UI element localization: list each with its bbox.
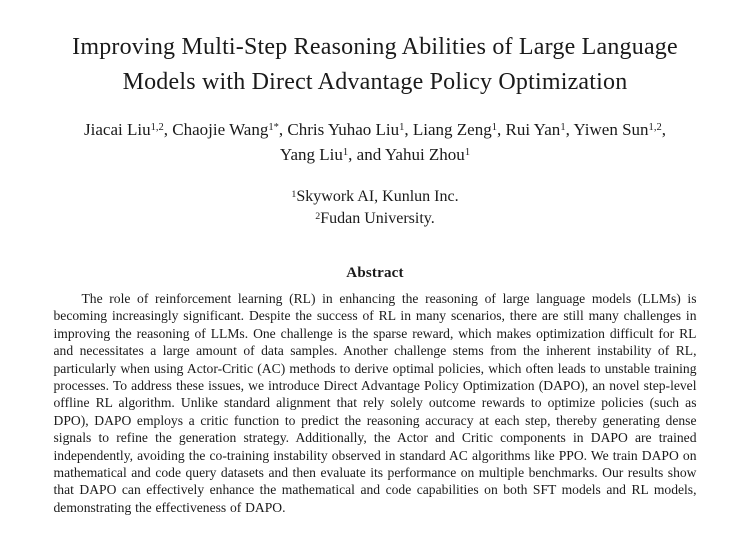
author-list: Jiacai Liu1,2, Chaojie Wang1*, Chris Yuh… [0, 117, 750, 167]
author-name: Yahui Zhou [384, 145, 465, 164]
author-superscript: 1 [399, 122, 405, 134]
affiliation-skywork: 1Skywork AI, Kunlun Inc. [0, 186, 750, 208]
affiliation-fudan: 2Fudan University. [0, 208, 750, 230]
author-superscript: 1 [560, 122, 566, 134]
paper-title-line-1: Improving Multi-Step Reasoning Abilities… [72, 34, 678, 60]
paper-title-line-2: Models with Direct Advantage Policy Opti… [122, 69, 628, 95]
author-name: Yiwen Sun [573, 120, 649, 139]
author-name: Chris Yuhao Liu [287, 120, 400, 139]
author-name: Jiacai Liu [84, 120, 151, 139]
author-superscript: 1* [268, 122, 279, 134]
affiliation-list: 1Skywork AI, Kunlun Inc. 2Fudan Universi… [0, 186, 750, 230]
author-name: Rui Yan [505, 120, 561, 139]
author-superscript: 1,2 [150, 122, 164, 134]
affiliation-text: Fudan University. [320, 210, 435, 227]
author-line: Yang Liu1, and Yahui Zhou1 [279, 145, 471, 164]
author-superscript: 1 [491, 122, 497, 134]
author-line: Jiacai Liu1,2, Chaojie Wang1*, Chris Yuh… [84, 120, 666, 139]
affiliation-text: Skywork AI, Kunlun Inc. [296, 188, 459, 205]
paper-title: Improving Multi-Step Reasoning Abilities… [0, 30, 750, 100]
affiliation-superscript: 2 [315, 210, 321, 222]
author-name: Liang Zeng [412, 120, 492, 139]
abstract-body: The role of reinforcement learning (RL) … [53, 291, 697, 515]
abstract-heading: Abstract [346, 265, 404, 281]
affiliation-superscript: 1 [291, 188, 297, 200]
author-name: Yang Liu [279, 145, 343, 164]
author-superscript: 1 [342, 147, 349, 159]
author-name: Chaojie Wang [172, 120, 269, 139]
author-superscript: 1,2 [648, 122, 662, 134]
author-superscript: 1 [464, 147, 471, 159]
